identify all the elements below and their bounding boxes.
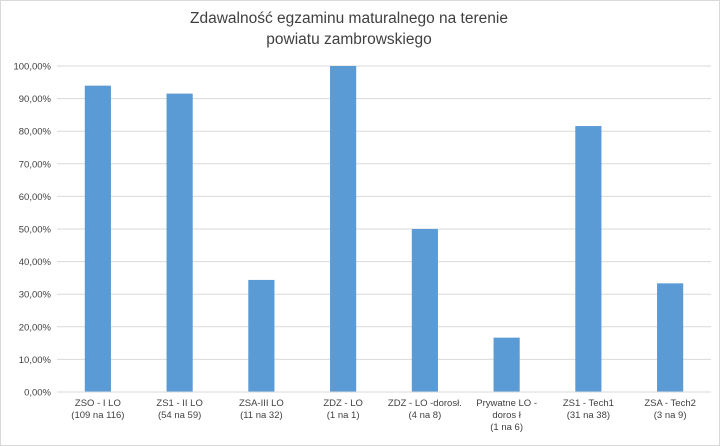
bar [657,283,684,392]
x-category-label: doros ł [492,410,521,421]
y-tick-label: 80,00% [19,127,52,138]
bars [84,66,684,393]
y-tick-label: 100,00% [13,62,51,73]
x-category-label: ZSO - I LO [75,398,121,409]
x-category-label: (11 na 32) [240,410,283,421]
y-tick-label: 30,00% [19,290,52,301]
x-category-label: ZS1 - Tech1 [563,398,614,409]
gridlines [57,65,711,360]
chart-title-line-1: Zdawalność egzaminu maturalnego na teren… [190,10,508,27]
x-axis-category-labels: ZSO - I LO(109 na 116) ZS1 - II LO(54 na … [71,398,696,433]
x-category-label: Prywatne LO - [476,398,537,409]
x-category-label: ZSA - Tech2 [644,398,696,409]
y-tick-label: 70,00% [19,159,52,170]
x-category-label: (31 na 38) [567,410,610,421]
bar [84,85,111,392]
y-tick-label: 60,00% [19,192,52,203]
x-category-label: ZDZ - LO [323,398,363,409]
x-category-label: (1 na 1) [327,410,360,421]
y-axis-tick-labels: 0,00% 10,00% 20,00% 30,00% 40,00% 50,00% 60,00… [13,62,51,399]
x-category-label: ZSA-III LO [239,398,284,409]
bar [166,93,193,393]
chart-title-line-2: powiatu zambrowskiego [266,31,431,48]
y-tick-label: 0,00% [24,388,51,399]
x-category-label: ZDZ - LO -dorosł. [388,398,462,409]
x-category-label: (109 na 116) [71,410,124,421]
y-tick-label: 50,00% [19,225,52,236]
bar [330,66,357,392]
x-category-label: (3 na 9) [654,410,687,421]
x-category-label: (1 na 6) [490,422,523,433]
x-category-label: ZS1 - II LO [156,398,202,409]
x-category-label: (54 na 59) [158,410,201,421]
bar [411,229,438,392]
y-tick-label: 40,00% [19,257,52,268]
x-category-label: (4 na 8) [409,410,442,421]
y-tick-label: 20,00% [19,322,52,333]
y-tick-label: 90,00% [19,94,52,105]
bar [248,279,275,392]
bar [575,126,602,393]
y-tick-label: 10,00% [19,355,52,366]
bar [493,337,520,392]
